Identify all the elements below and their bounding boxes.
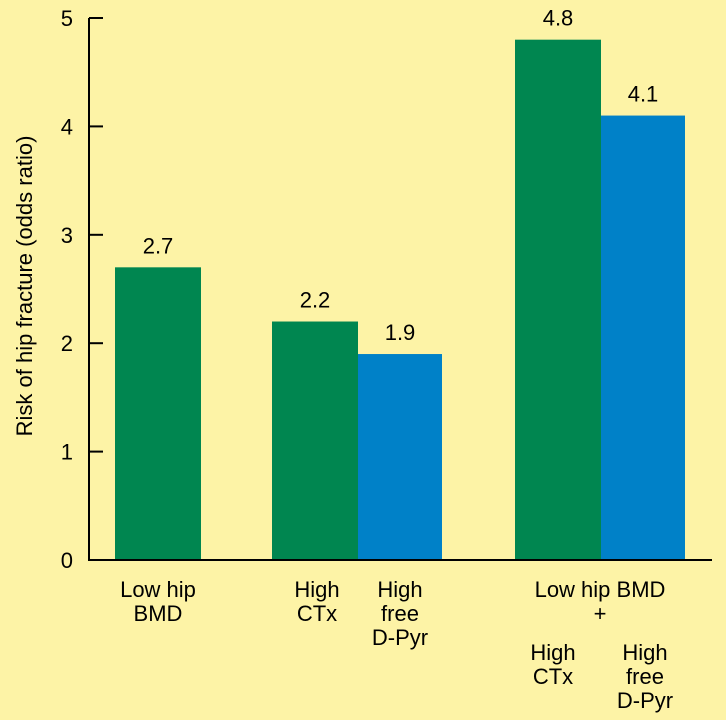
- category-label-line: High: [294, 577, 339, 602]
- bars-group: [115, 39, 685, 561]
- bar-value-label: 1.9: [385, 320, 416, 345]
- value-labels-group: 2.7 2.2 1.9 4.8 4.1: [143, 6, 659, 345]
- y-ticks-group: 0 1 2 3 4 5: [61, 6, 103, 573]
- category-label: High CTx: [530, 640, 575, 689]
- y-tick-label: 1: [61, 440, 73, 465]
- bar-value-label: 4.8: [543, 6, 574, 31]
- category-label: Low hip BMD +: [535, 577, 666, 626]
- category-label: High free D-Pyr: [372, 577, 428, 650]
- bar-green: [115, 267, 201, 560]
- category-label-line: CTx: [297, 601, 337, 626]
- category-label-line: High: [622, 640, 667, 665]
- category-label-line: High: [377, 577, 422, 602]
- bar-green: [515, 39, 601, 561]
- bar-blue: [358, 354, 442, 560]
- y-tick-label: 0: [61, 548, 73, 573]
- category-label-line: High: [530, 640, 575, 665]
- category-label-line: D-Pyr: [617, 688, 673, 713]
- y-tick-label: 4: [61, 114, 73, 139]
- category-label-line: +: [594, 601, 607, 626]
- bar-value-label: 4.1: [628, 82, 659, 107]
- bar-green: [272, 321, 358, 560]
- category-label-line: CTx: [533, 664, 573, 689]
- category-label-line: free: [381, 601, 419, 626]
- category-label-line: Low hip: [120, 577, 196, 602]
- category-label-line: Low hip BMD: [535, 577, 666, 602]
- bar-blue: [601, 115, 685, 560]
- y-tick-label: 5: [61, 6, 73, 31]
- y-tick-label: 3: [61, 223, 73, 248]
- category-label-line: BMD: [134, 601, 183, 626]
- category-label-line: free: [626, 664, 664, 689]
- category-label: High free D-Pyr: [617, 640, 673, 713]
- bar-value-label: 2.2: [300, 288, 331, 313]
- category-label-line: D-Pyr: [372, 625, 428, 650]
- category-label: High CTx: [294, 577, 339, 626]
- y-axis-label: Risk of hip fracture (odds ratio): [12, 136, 37, 437]
- y-tick-label: 2: [61, 331, 73, 356]
- category-label: Low hip BMD: [120, 577, 196, 626]
- bar-value-label: 2.7: [143, 233, 174, 258]
